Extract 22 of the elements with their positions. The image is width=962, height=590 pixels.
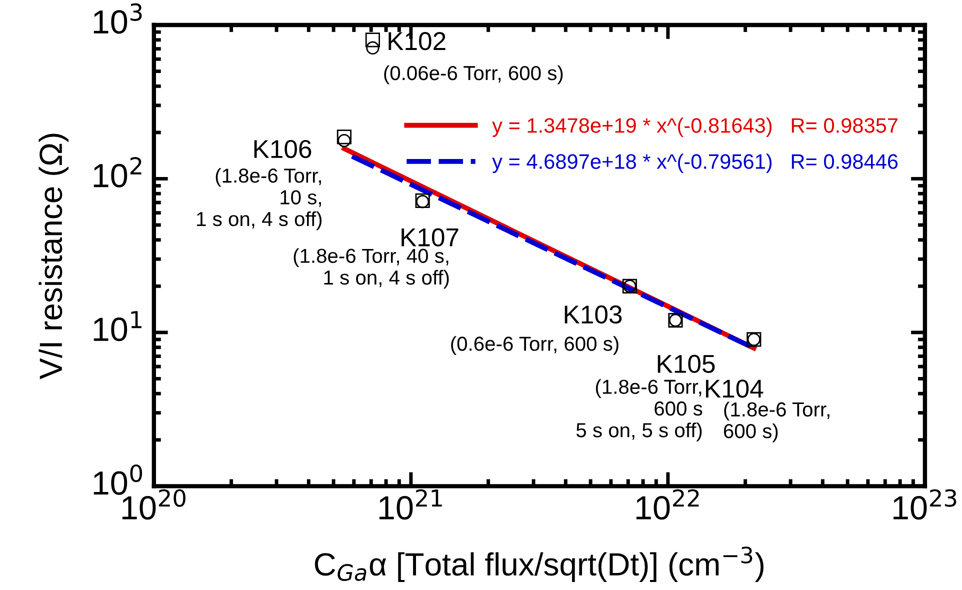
annotation: (0.6e-6 Torr, 600 s) <box>451 336 618 355</box>
annotation: (1.8e-6 Torr, 600 s) <box>724 402 830 442</box>
x-axis-title: C$_{Ga}$α [Total flux/sqrt(Dt)] (cm$^{−3}$) <box>314 546 764 582</box>
annotation: (1.8e-6 Torr, 600 s 5 s on, 5 s off) <box>576 379 702 442</box>
y-tick-label: 10$^{1}$ <box>94 311 142 342</box>
legend-label: y = 4.6897e+18 * x^(-0.79561) R= 0.98446 <box>492 154 898 174</box>
annotation: (1.8e-6 Torr, 10 s, 1 s on, 4 s off) <box>197 168 322 230</box>
x-tick-label: 10$^{22}$ <box>636 489 699 520</box>
annotation: K107 <box>402 228 458 246</box>
x-tick-label: 10$^{23}$ <box>894 489 956 520</box>
annotation: (1.8e-6 Torr, 40 s, 1 s on, 4 s off) <box>294 248 449 289</box>
y-axis-title: V/I resistance (Ω) <box>38 134 68 380</box>
annotation: K104 <box>706 380 764 398</box>
annotation: K103 <box>564 305 622 324</box>
annotation: K106 <box>254 140 312 158</box>
y-tick-label: 10$^{3}$ <box>94 3 142 34</box>
x-tick-label: 10$^{21}$ <box>379 489 442 520</box>
legend-label: y = 1.3478e+19 * x^(-0.81643) R= 0.98357 <box>492 118 898 137</box>
annotation: K102 <box>388 32 446 50</box>
y-tick-label: 10$^{2}$ <box>94 157 142 188</box>
annotation: K105 <box>658 354 715 374</box>
annotation: (0.06e-6 Torr, 600 s) <box>384 65 563 84</box>
